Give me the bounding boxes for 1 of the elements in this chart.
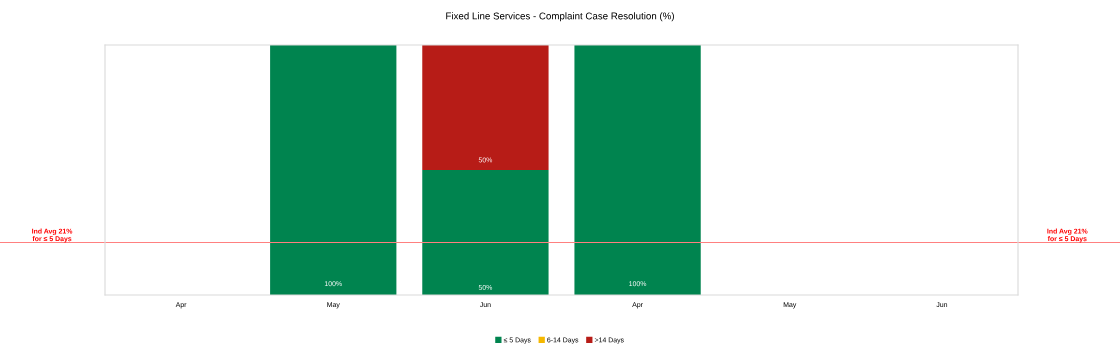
- chart-title: Fixed Line Services - Complaint Case Resolution (%): [446, 12, 674, 22]
